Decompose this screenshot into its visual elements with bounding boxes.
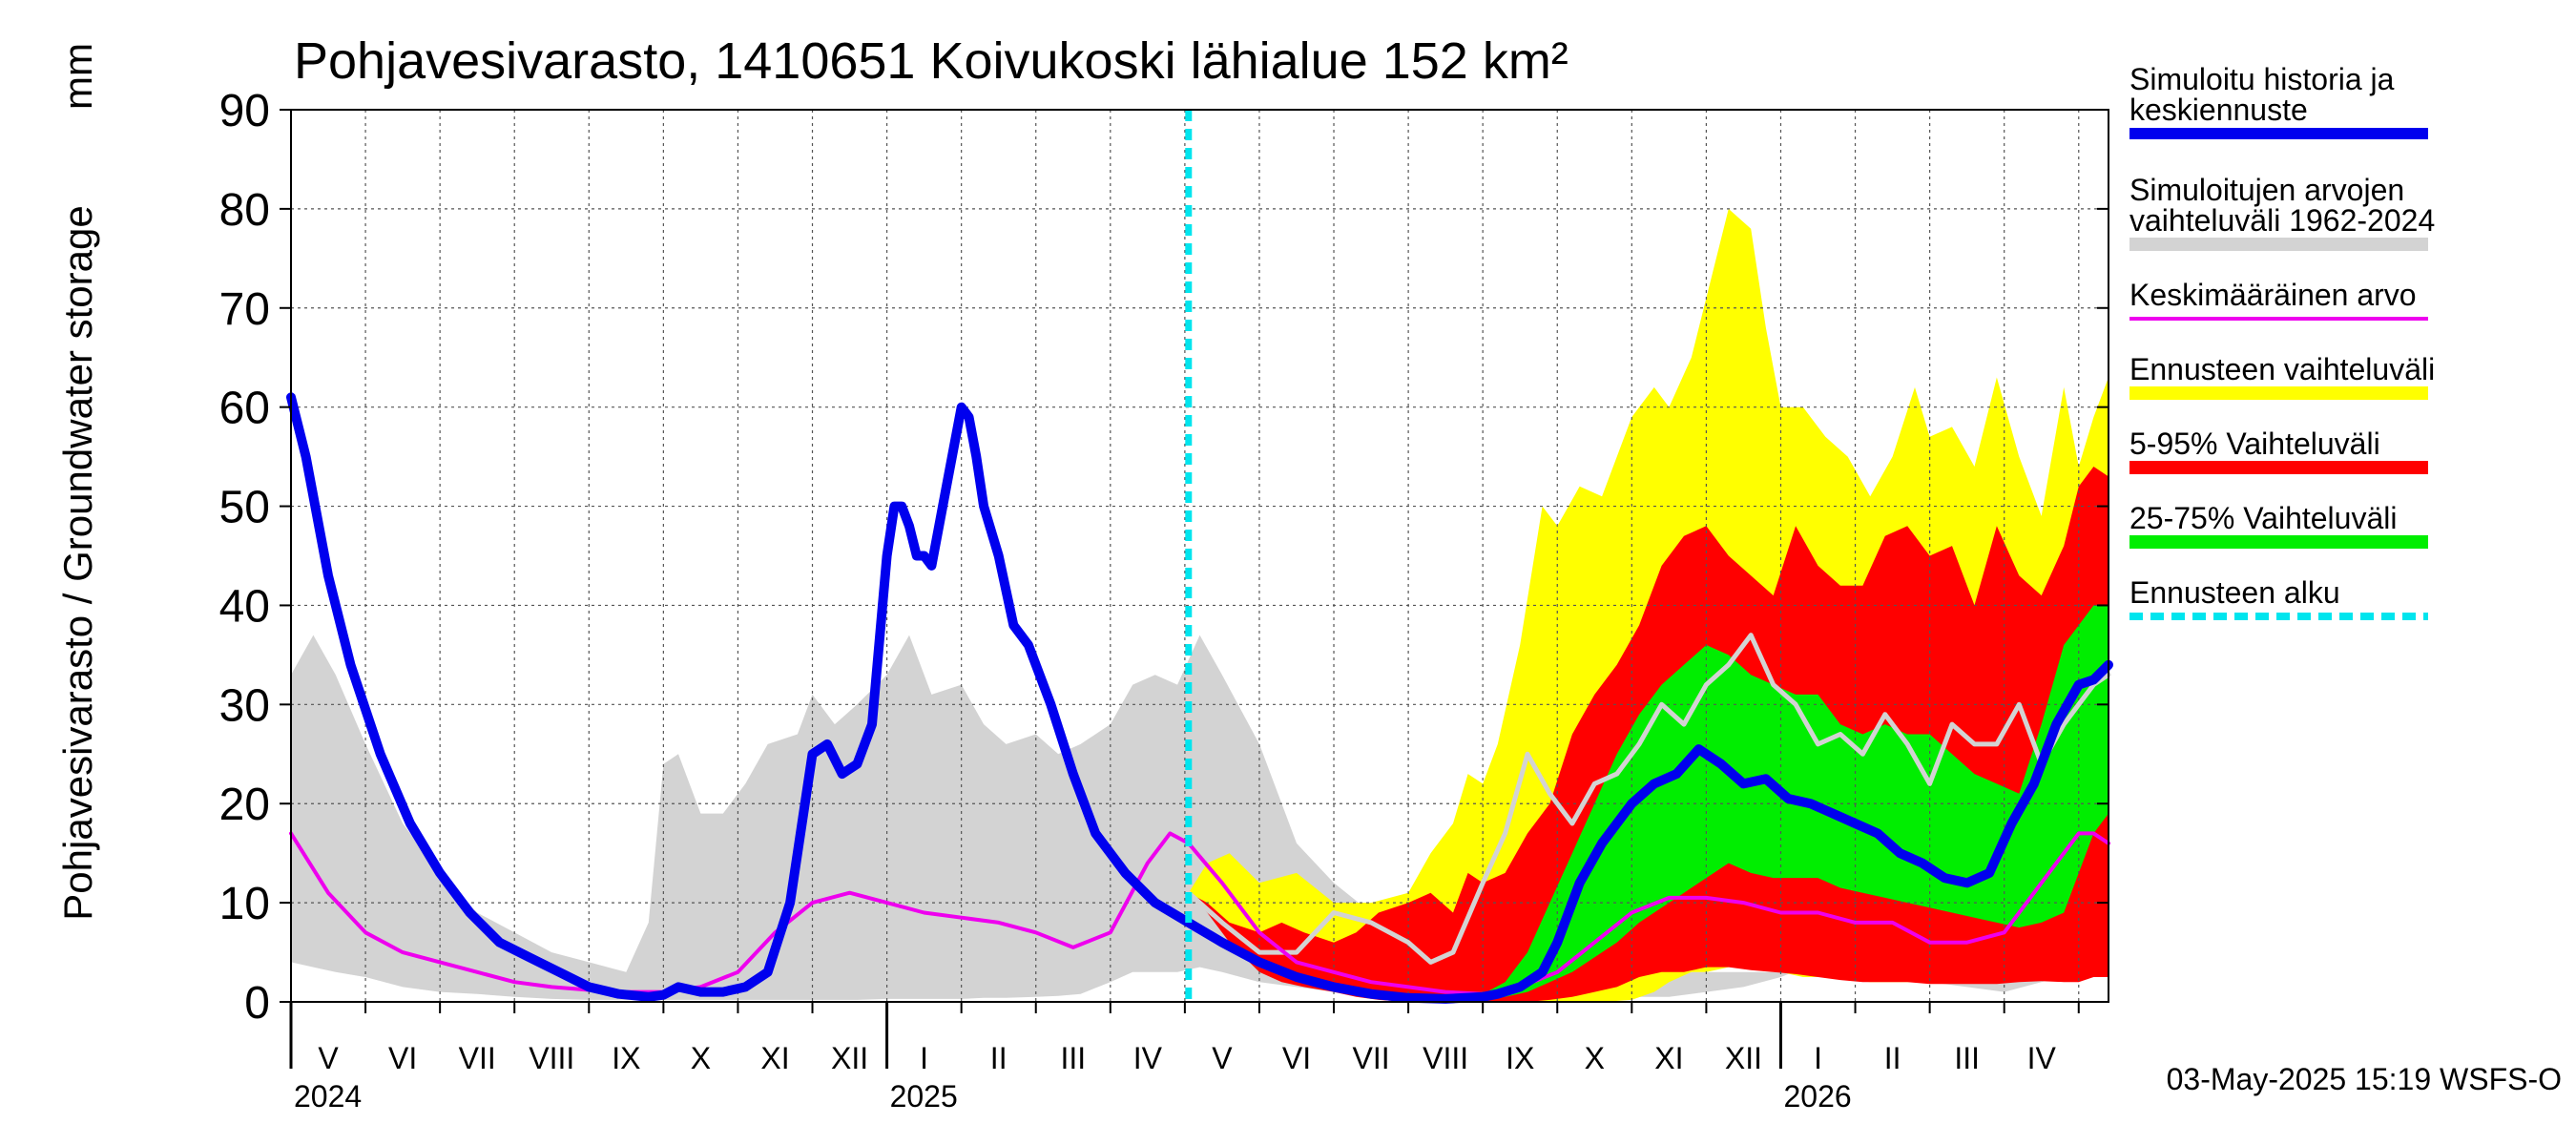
month-label: III <box>1954 1041 1980 1075</box>
year-label: 2026 <box>1783 1079 1851 1114</box>
y-tick-label: 50 <box>219 483 270 533</box>
month-label: VII <box>459 1041 496 1075</box>
y-tick-label: 40 <box>219 581 270 632</box>
month-label: I <box>1814 1041 1822 1075</box>
month-label: VIII <box>529 1041 574 1075</box>
y-tick-label: 60 <box>219 384 270 434</box>
month-label: IV <box>1133 1041 1163 1075</box>
legend-label-line: 25-75% Vaihteluväli <box>2129 501 2397 535</box>
month-label: IX <box>1506 1041 1534 1075</box>
month-label: I <box>920 1041 928 1075</box>
month-label: VII <box>1353 1041 1390 1075</box>
legend-label-line: Simuloitujen arvojen <box>2129 173 2404 207</box>
y-tick-label: 20 <box>219 780 270 830</box>
month-label: VI <box>388 1041 417 1075</box>
timestamp: 03-May-2025 15:19 WSFS-O <box>2167 1062 2562 1096</box>
y-tick-label: 90 <box>219 86 270 136</box>
month-label: V <box>1212 1041 1233 1075</box>
legend-label-line: Simuloitu historia ja <box>2129 62 2395 96</box>
month-label: IV <box>2027 1041 2057 1075</box>
month-label: XII <box>831 1041 868 1075</box>
legend-label-line: Keskimääräinen arvo <box>2129 278 2417 312</box>
band-3 <box>1188 605 2109 1000</box>
legend-label: Simuloitujen arvojen vaihteluväli 1962-20… <box>2129 173 2435 238</box>
year-label: 2025 <box>890 1079 958 1114</box>
legend-label-line: 5-95% Vaihteluväli <box>2129 427 2380 461</box>
month-label: XI <box>760 1041 789 1075</box>
month-label: V <box>318 1041 339 1075</box>
legend-label-line: vaihteluväli 1962-2024 <box>2129 203 2435 238</box>
y-tick-label: 80 <box>219 185 270 236</box>
plot-frame <box>290 109 2109 1003</box>
chart-title: Pohjavesivarasto, 1410651 Koivukoski läh… <box>294 32 1568 90</box>
grid-layer <box>291 110 2109 1002</box>
month-label: III <box>1060 1041 1086 1075</box>
y-axis-unit: mm <box>55 43 100 110</box>
month-label: VIII <box>1423 1041 1468 1075</box>
y-axis: 0 10 20 30 40 50 60 70 80 90 <box>219 86 2109 1029</box>
month-label: X <box>1585 1041 1605 1075</box>
y-axis-label: Pohjavesivarasto / Groundwater storage <box>55 205 100 920</box>
legend-label-line: keskiennuste <box>2129 93 2308 127</box>
y-tick-label: 0 <box>244 978 270 1029</box>
month-label: II <box>990 1041 1008 1075</box>
line-layer <box>286 110 2113 1004</box>
legend-label: Ennusteen vaihteluväli <box>2129 352 2435 386</box>
legend-label-line: Ennusteen alku <box>2129 575 2340 610</box>
legend-label: 5-95% Vaihteluväli <box>2129 427 2380 461</box>
series-line <box>1186 633 2111 965</box>
legend-label: Ennusteen alku <box>2129 575 2340 610</box>
series-line <box>286 392 2113 1004</box>
y-tick-label: 70 <box>219 284 270 335</box>
y-tick-label: 10 <box>219 879 270 929</box>
month-label: IX <box>612 1041 640 1075</box>
month-label: XI <box>1654 1041 1683 1075</box>
legend: Simuloitu historia ja keskiennusteSimuloi… <box>2129 62 2435 620</box>
month-label: X <box>691 1041 711 1075</box>
year-label: 2024 <box>294 1079 362 1114</box>
legend-label: Keskimääräinen arvo <box>2129 278 2417 312</box>
month-label: XII <box>1725 1041 1762 1075</box>
legend-label-line: Ennusteen vaihteluväli <box>2129 352 2435 386</box>
legend-label: 25-75% Vaihteluväli <box>2129 501 2397 535</box>
band-0 <box>291 635 2109 1000</box>
y-tick-label: 30 <box>219 680 270 731</box>
month-label: II <box>1884 1041 1901 1075</box>
legend-label: Simuloitu historia ja keskiennuste <box>2129 62 2395 127</box>
month-label: VI <box>1282 1041 1311 1075</box>
